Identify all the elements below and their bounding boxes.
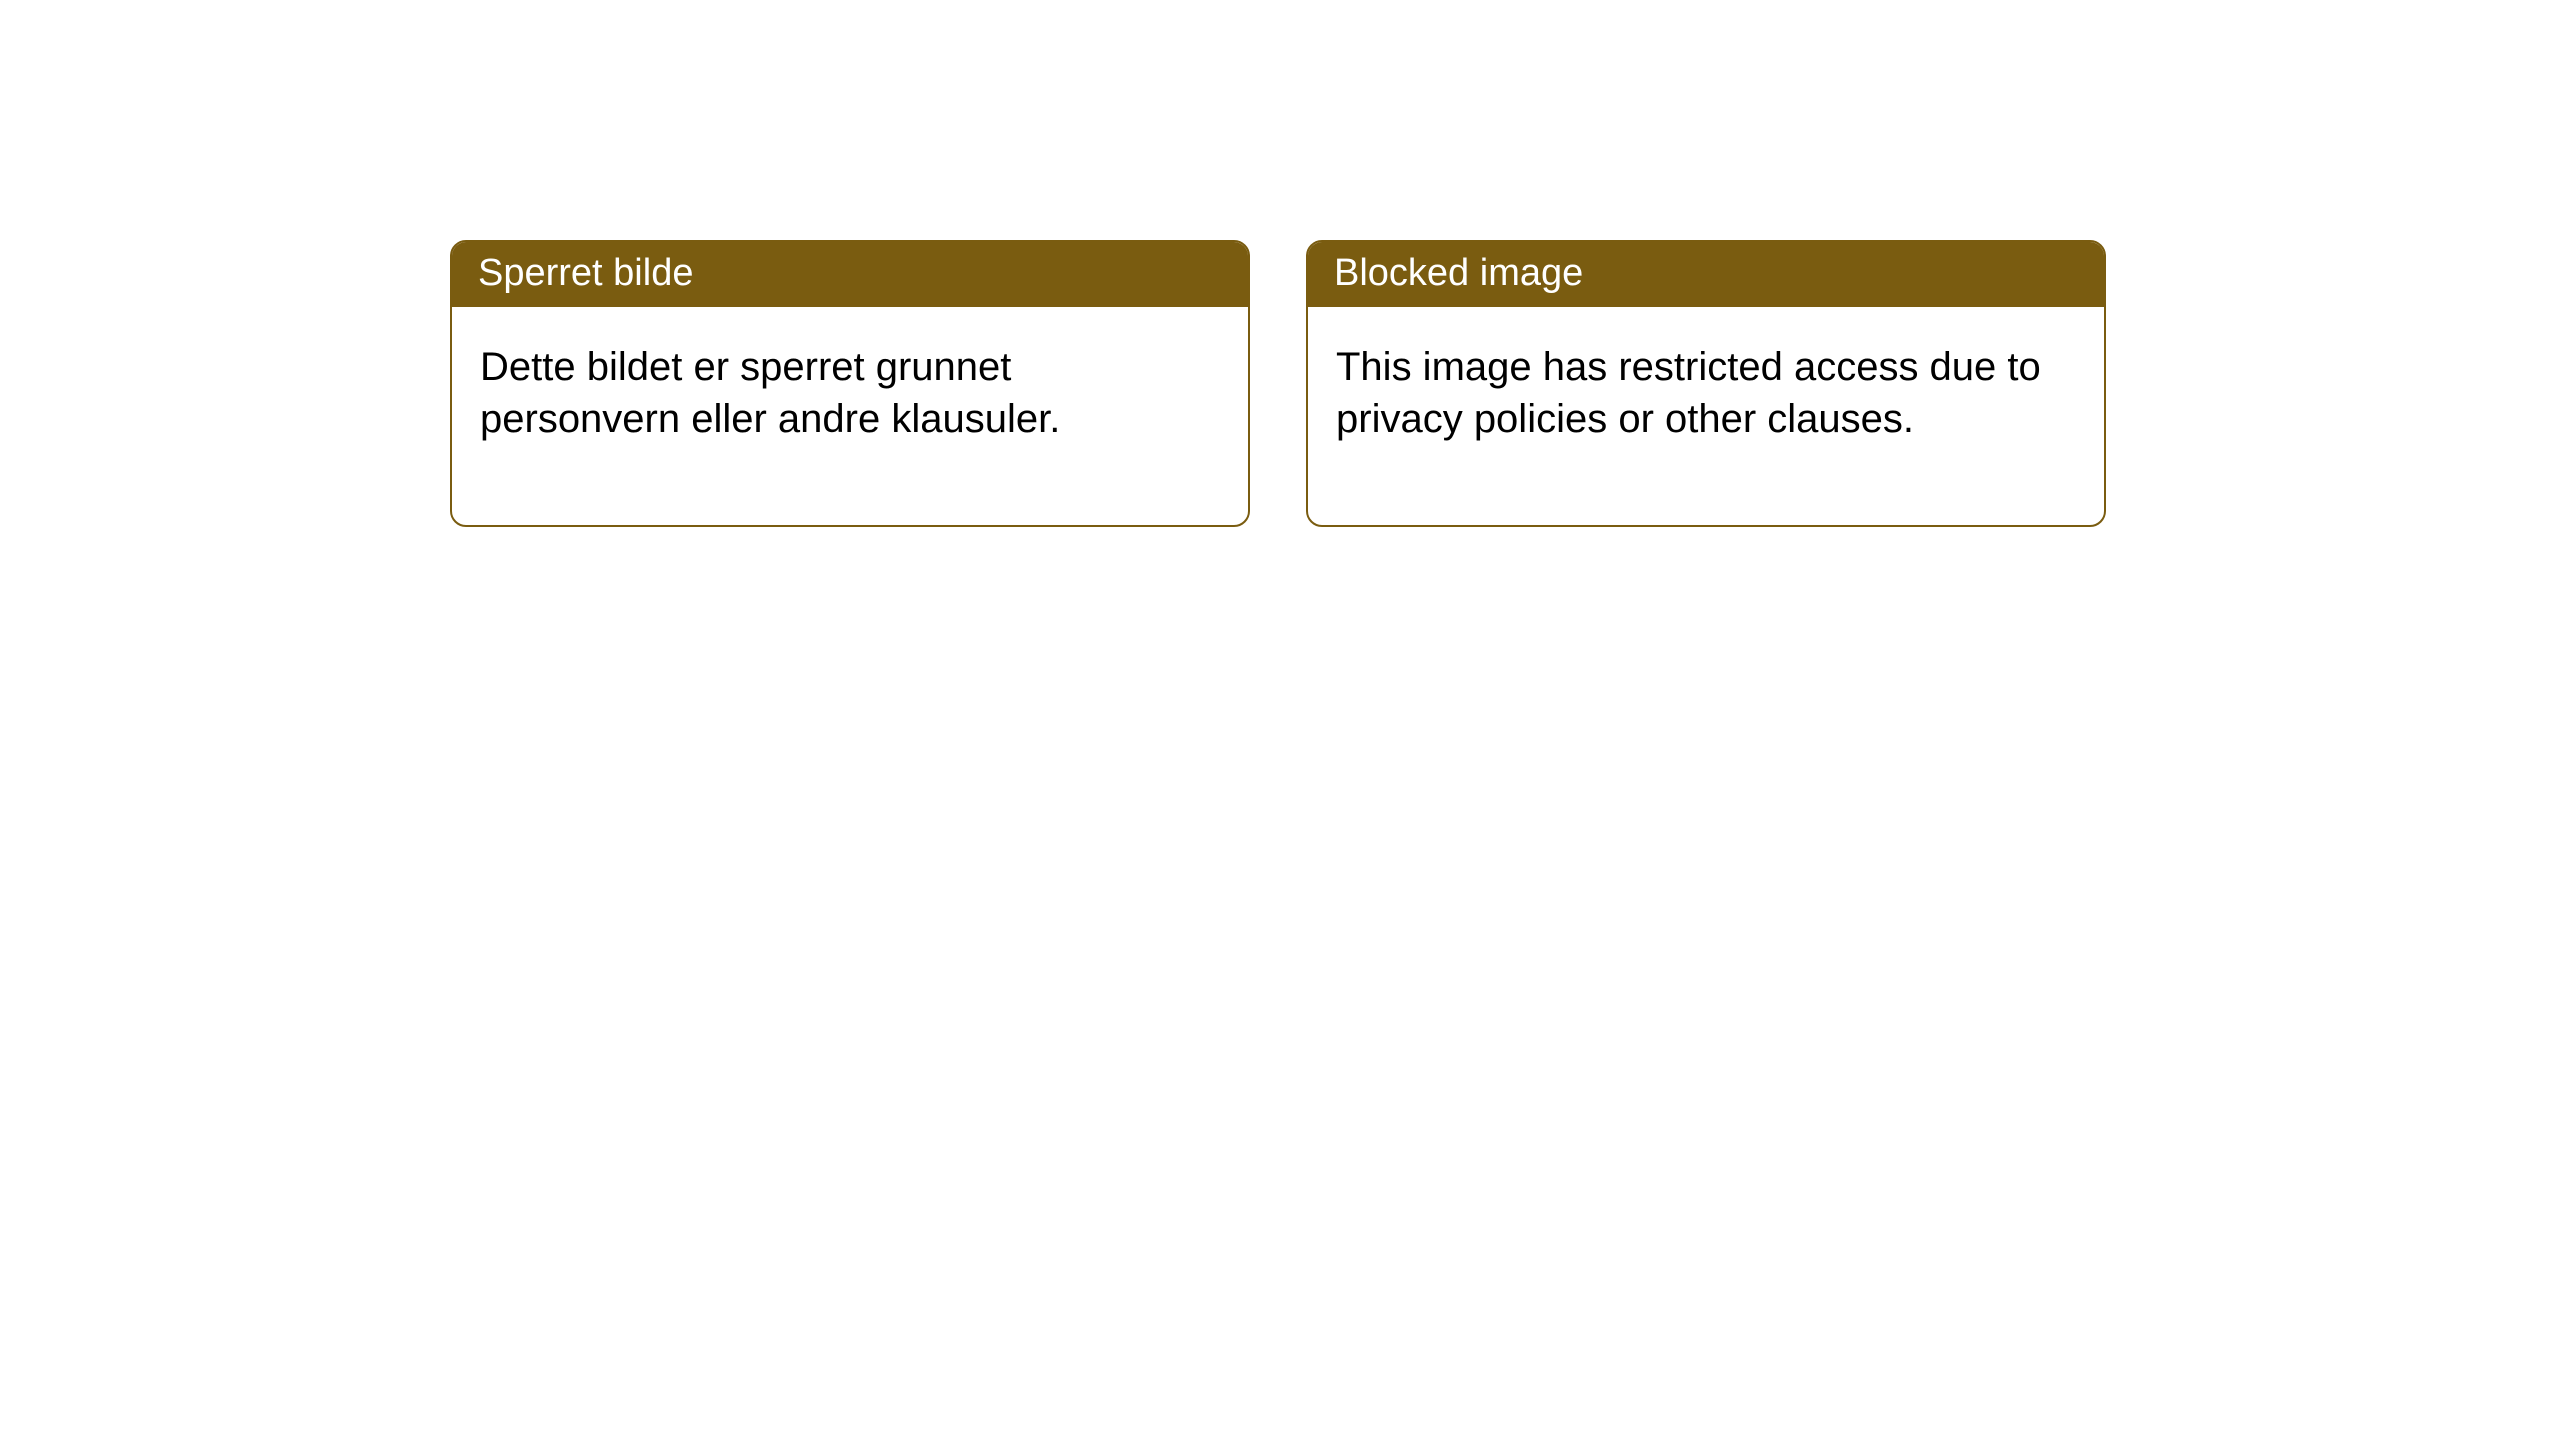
notice-card-english: Blocked image This image has restricted … — [1306, 240, 2106, 527]
notice-container: Sperret bilde Dette bildet er sperret gr… — [0, 0, 2560, 527]
notice-card-norwegian: Sperret bilde Dette bildet er sperret gr… — [450, 240, 1250, 527]
card-body-text: Dette bildet er sperret grunnet personve… — [480, 345, 1060, 441]
card-body: This image has restricted access due to … — [1308, 307, 2104, 525]
card-body: Dette bildet er sperret grunnet personve… — [452, 307, 1248, 525]
card-header: Sperret bilde — [452, 242, 1248, 307]
card-title: Blocked image — [1334, 252, 1583, 294]
card-body-text: This image has restricted access due to … — [1336, 345, 2041, 441]
card-title: Sperret bilde — [478, 252, 693, 294]
card-header: Blocked image — [1308, 242, 2104, 307]
